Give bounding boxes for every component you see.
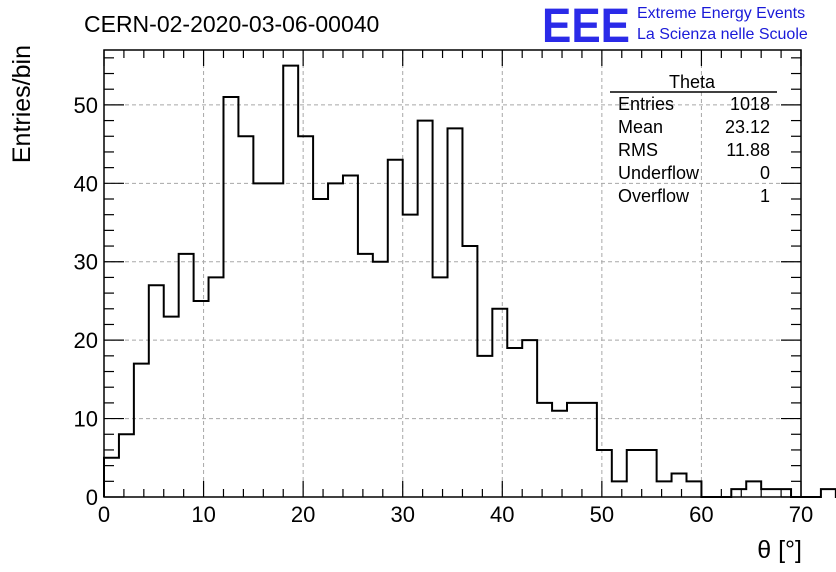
stats-row-label: Mean — [618, 117, 663, 137]
x-tick-label: 0 — [98, 502, 110, 527]
stats-row-label: Entries — [618, 94, 674, 114]
y-tick-label: 10 — [74, 407, 98, 432]
y-axis-label: Entries/bin — [8, 45, 36, 163]
logo-mark: EEE — [542, 0, 630, 53]
y-tick-label: 0 — [86, 485, 98, 510]
stats-row-label: RMS — [618, 140, 658, 160]
chart-title: CERN-02-2020-03-06-00040 — [84, 11, 379, 37]
x-tick-label: 30 — [390, 502, 414, 527]
eee-logo: EEE Extreme Energy Events La Scienza nel… — [542, 0, 808, 53]
logo-line-1: Extreme Energy Events — [637, 5, 805, 22]
x-tick-label: 20 — [291, 502, 315, 527]
x-tick-label: 60 — [689, 502, 713, 527]
axis-ticks — [103, 50, 802, 498]
stats-row-value: 23.12 — [725, 117, 770, 137]
x-tick-label: 70 — [789, 502, 813, 527]
plot-frame — [103, 49, 802, 498]
stats-row-value: 1018 — [730, 94, 770, 114]
stats-row-value: 0 — [760, 163, 770, 183]
x-tick-label: 10 — [191, 502, 215, 527]
stats-row-label: Overflow — [618, 186, 690, 206]
stats-rows: Entries 1018 Mean 23.12 RMS 11.88 Underflow 0 Ov… — [618, 94, 770, 206]
y-tick-label: 50 — [74, 93, 98, 118]
logo-line-2: La Scienza nelle Scuole — [637, 26, 808, 43]
y-tick-label: 40 — [74, 171, 98, 196]
x-tick-label: 50 — [590, 502, 614, 527]
x-tick-label: 40 — [490, 502, 514, 527]
grid — [104, 50, 801, 497]
stats-box: Theta Entries 1018 Mean 23.12 RMS 11.88 Underf… — [610, 72, 777, 206]
y-tick-label: 30 — [74, 250, 98, 275]
stats-title: Theta — [669, 72, 716, 92]
stats-row-label: Underflow — [618, 163, 700, 183]
y-tick-label: 20 — [74, 328, 98, 353]
stats-row-value: 11.88 — [726, 140, 770, 160]
stats-row-value: 1 — [760, 186, 770, 206]
x-axis-label: θ [°] — [757, 536, 802, 564]
